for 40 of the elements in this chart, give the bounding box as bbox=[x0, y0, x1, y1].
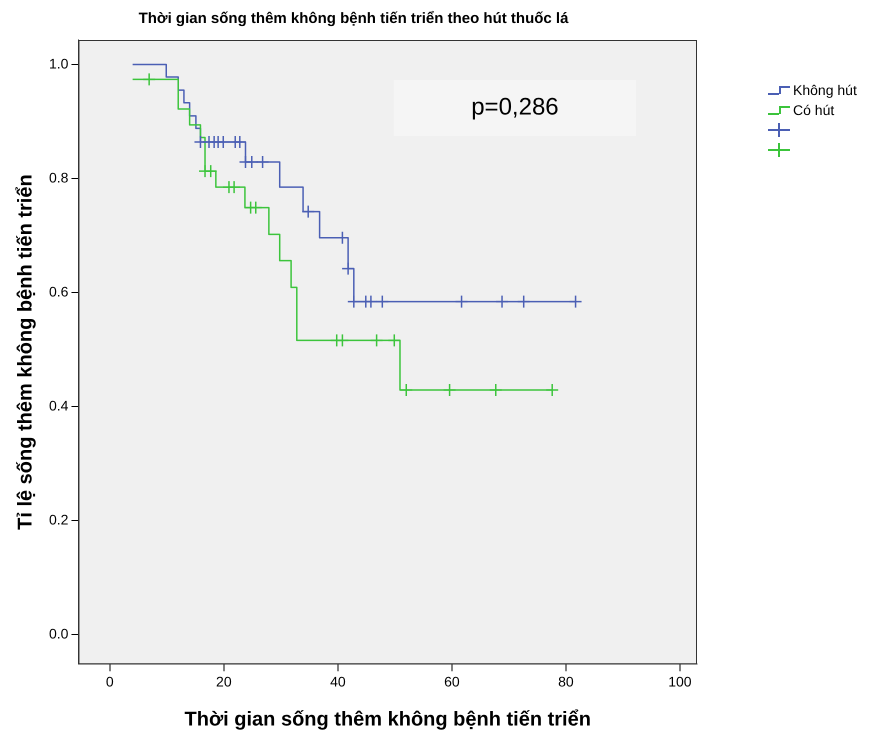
legend-label: Không hút bbox=[793, 82, 857, 98]
chart-title: Thời gian sống thêm không bệnh tiến triển theo hút thuốc lá bbox=[138, 10, 570, 28]
y-tick-label: 0.4 bbox=[48, 397, 69, 414]
point bbox=[301, 204, 315, 218]
x-tick-label: 80 bbox=[558, 673, 574, 690]
point bbox=[545, 383, 559, 397]
x-tick-label: 60 bbox=[444, 673, 460, 690]
point bbox=[376, 294, 390, 308]
point bbox=[233, 135, 247, 149]
point bbox=[370, 334, 384, 348]
point bbox=[204, 164, 218, 178]
x-tick-label: 20 bbox=[216, 673, 232, 690]
x-tick-label: 0 bbox=[106, 673, 114, 690]
point bbox=[341, 262, 355, 276]
point bbox=[245, 155, 259, 169]
y-tick-label: 0.8 bbox=[48, 169, 69, 186]
point bbox=[227, 180, 241, 194]
annotation: p=0,286 bbox=[471, 94, 559, 121]
point bbox=[142, 72, 156, 86]
point bbox=[568, 294, 582, 308]
point bbox=[454, 294, 468, 308]
point bbox=[489, 383, 503, 397]
x-tick-label: 40 bbox=[330, 673, 346, 690]
point bbox=[256, 155, 270, 169]
y-tick-label: 0.2 bbox=[48, 511, 69, 528]
x-tick-label: 100 bbox=[668, 673, 692, 690]
legend-label: Có hút bbox=[793, 102, 834, 118]
point bbox=[336, 334, 350, 348]
point bbox=[442, 383, 456, 397]
point bbox=[400, 383, 414, 397]
point bbox=[516, 294, 530, 308]
point bbox=[388, 334, 402, 348]
point bbox=[249, 200, 263, 214]
y-tick-label: 1.0 bbox=[48, 55, 69, 72]
point bbox=[495, 294, 509, 308]
x-axis-title: Thời gian sống thêm không bệnh tiến triển bbox=[184, 708, 591, 731]
y-tick-label: 0.0 bbox=[48, 625, 69, 642]
y-tick-label: 0.6 bbox=[48, 283, 69, 300]
y-axis-title: Tỉ lệ sống thêm không bệnh tiến triển bbox=[14, 174, 37, 530]
point bbox=[347, 294, 361, 308]
